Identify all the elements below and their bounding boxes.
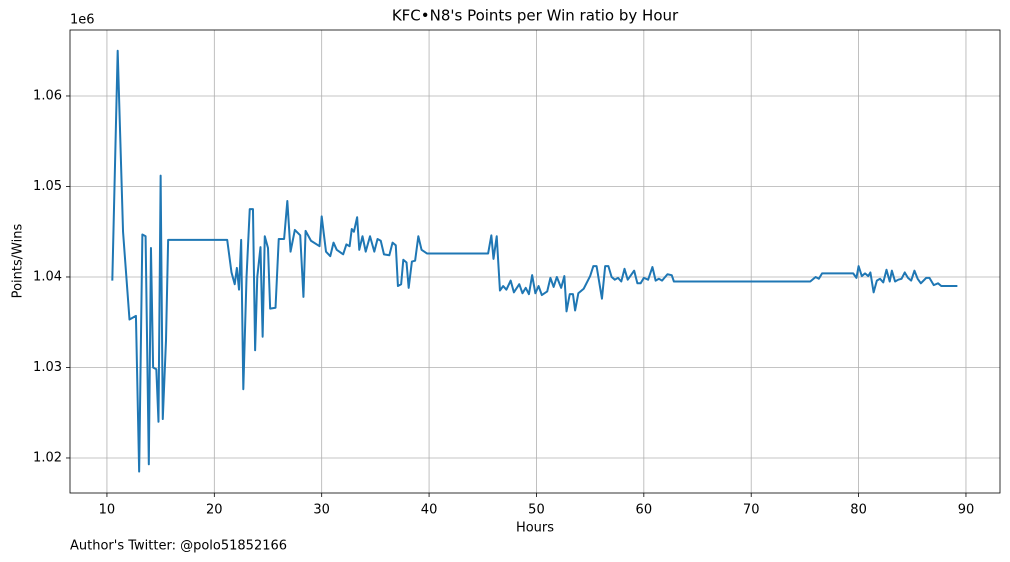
plot-frame <box>69 29 1001 494</box>
x-tick-label: 30 <box>313 503 330 518</box>
x-tick-label: 60 <box>636 503 653 518</box>
y-tick-label: 1.03 <box>33 360 62 375</box>
chart-title: KFC•N8's Points per Win ratio by Hour <box>392 7 679 25</box>
y-tick-label: 1.04 <box>33 269 62 284</box>
x-tick-label: 90 <box>958 503 975 518</box>
x-axis-label: Hours <box>516 521 554 536</box>
x-tick-label: 20 <box>206 503 223 518</box>
x-tick-label: 50 <box>528 503 545 518</box>
x-tick-label: 40 <box>421 503 438 518</box>
y-tick-label: 1.05 <box>33 179 62 194</box>
x-tick-label: 10 <box>99 503 116 518</box>
y-axis-label: Points/Wins <box>11 223 26 298</box>
y-tick-label: 1.02 <box>33 450 62 465</box>
x-tick-label: 80 <box>850 503 867 518</box>
data-line <box>111 49 958 473</box>
footnote: Author's Twitter: @polo51852166 <box>70 539 287 554</box>
y-tick-label: 1.06 <box>33 88 62 103</box>
x-tick-label: 70 <box>743 503 760 518</box>
y-offset-label: 1e6 <box>70 13 95 28</box>
